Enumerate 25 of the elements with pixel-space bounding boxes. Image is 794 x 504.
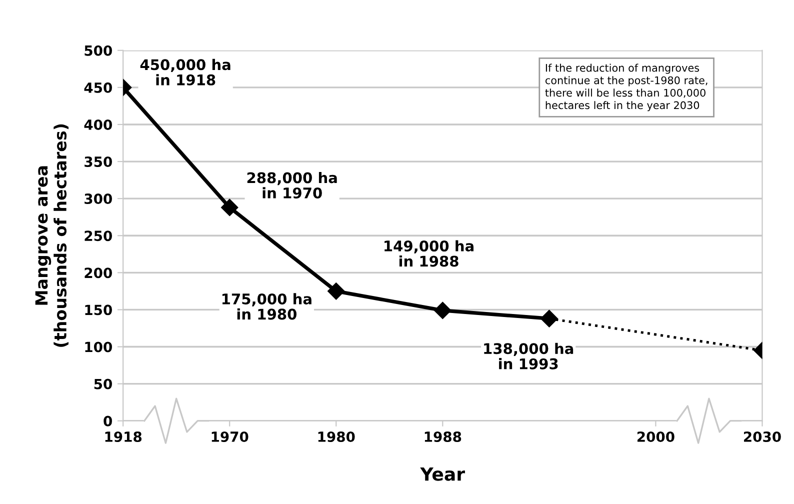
y-tick-label: 50 xyxy=(94,378,112,390)
annotation: 175,000 ha in 1980 xyxy=(222,293,312,320)
annotation: 138,000 ha in 1993 xyxy=(484,342,574,370)
annotation: 450,000 ha in 1918 xyxy=(140,58,230,86)
annotation: 288,000 ha in 1970 xyxy=(247,172,337,198)
y-tick-label: 200 xyxy=(84,268,112,278)
x-tick-label: 1988 xyxy=(424,432,462,442)
y-tick-label: 250 xyxy=(84,230,112,242)
annotation: If the reduction of mangroves continue at the post-1980 rate, there will be less than 100,000 hectares left in the year 2030 xyxy=(545,64,708,112)
y-tick-label: 400 xyxy=(84,119,112,130)
y-tick-label: 500 xyxy=(84,45,112,56)
y-tick-label: 150 xyxy=(85,304,112,316)
y-tick-label: 350 xyxy=(84,156,112,168)
y-tick-label: 300 xyxy=(84,194,112,204)
x-tick-label: 2030 xyxy=(744,432,781,442)
x-axis-title: Year xyxy=(420,467,465,481)
x-tick-label: 1918 xyxy=(105,432,142,442)
y-tick-label: 0 xyxy=(104,416,112,426)
annotation: 149,000 ha in 1988 xyxy=(384,240,474,267)
x-tick-label: 1970 xyxy=(212,432,248,442)
y-tick-label: 100 xyxy=(85,342,112,352)
y-tick-label: 450 xyxy=(84,82,112,93)
y-axis-title: Mangrove area (thousands of hectares) xyxy=(35,124,69,347)
x-tick-label: 2000 xyxy=(637,432,674,442)
x-tick-label: 1980 xyxy=(318,432,355,442)
